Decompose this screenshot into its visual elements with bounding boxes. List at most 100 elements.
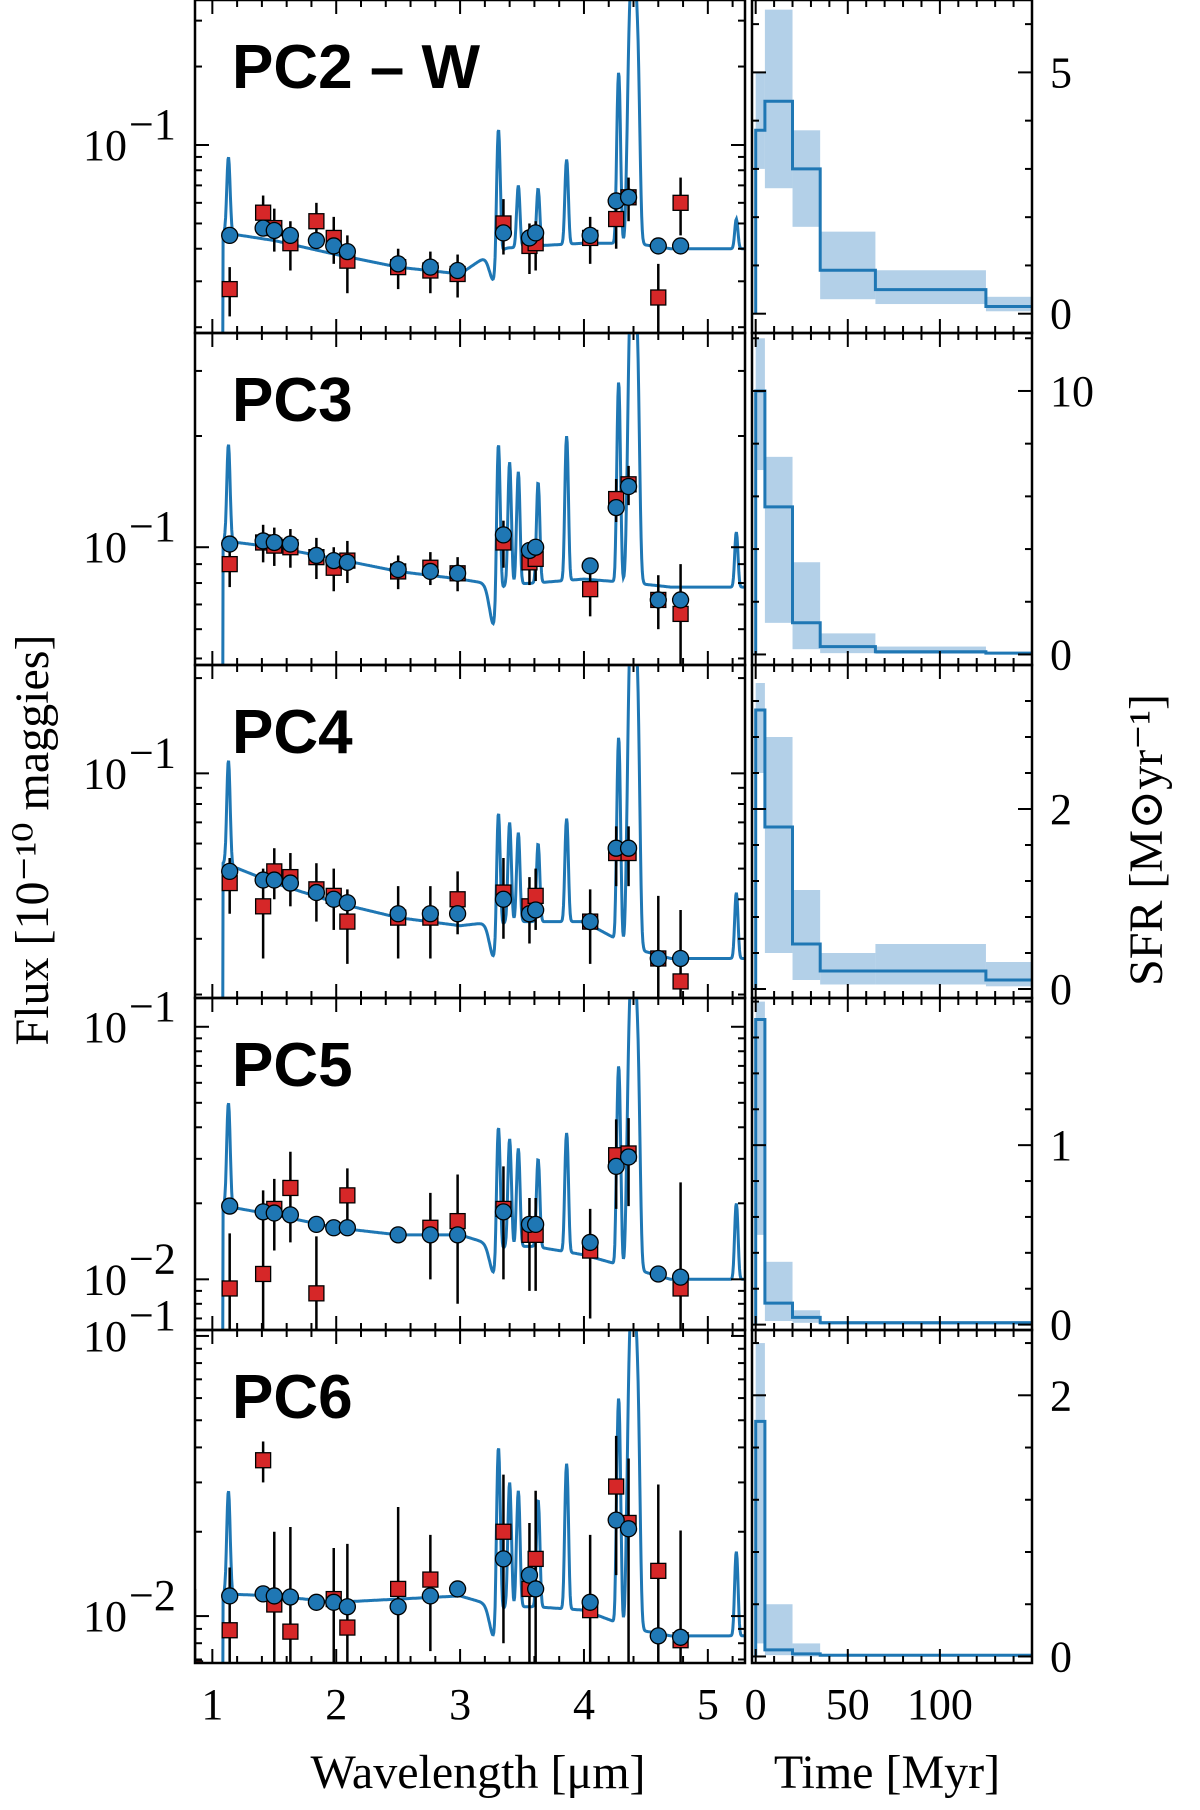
y-tick-label: 10 [83,1003,127,1052]
observed-flux-point [449,891,466,908]
sfr-tick-label: 1 [1050,1121,1072,1170]
sfr-uncertainty-band [755,338,765,471]
modeled-flux-point [527,1580,545,1598]
modeled-flux-point [494,1550,513,1568]
sed-plot-area [195,1330,745,1663]
y-tick-label-exponent: −2 [129,1234,176,1283]
observed-flux-point [527,887,544,905]
modeled-flux-point [649,237,667,255]
y-tick-label: 10 [83,1255,127,1304]
sfr-tick-label: 0 [1050,1301,1072,1350]
modeled-flux-point [338,1219,357,1237]
sed-plot-area [221,0,745,333]
observed-flux-point [527,1550,544,1568]
sfh-axes-frame [750,996,1034,1332]
observed-flux-point [672,605,689,623]
panel-pc2-w: 10 −1 0 5 PC2 – W [83,0,1072,339]
x-axis-label-wavelength: Wavelength [μm] [310,1746,645,1799]
observed-flux-point [672,973,689,990]
sfr-tick-label: 5 [1050,48,1072,97]
sfr-uncertainty-band [755,1001,765,1235]
sfr-tick-label: 0 [1050,1632,1072,1681]
y-tick-label-exponent: −1 [129,982,176,1031]
sfr-uncertainty-band [755,72,765,169]
observed-flux-point [254,1265,272,1283]
modeled-flux-point [221,226,239,245]
observed-flux-point [608,1478,625,1495]
observed-flux-point [282,1623,299,1640]
y-axis-label-sfr: SFR [M⊙yr⁻¹] [1120,694,1173,986]
modeled-flux-point [265,871,283,889]
panel-label: PC5 [232,1031,353,1100]
modeled-flux-point [649,949,667,968]
modeled-flux-point [581,1593,599,1611]
sfr-uncertainty-band [820,953,876,985]
modeled-flux-point [448,1226,467,1244]
x-tick-labels: 1 2 3 4 5 0 50 100 [201,1680,973,1729]
modeled-flux-point [389,560,407,579]
modeled-flux-point [389,1226,407,1244]
modeled-flux-point [421,258,440,276]
modeled-flux-point [581,1233,599,1252]
modeled-flux-point [448,564,467,582]
modeled-flux-point [527,1215,545,1234]
modeled-flux-point [307,1215,326,1234]
observed-flux-point [582,581,599,598]
modeled-flux-point [671,1628,690,1646]
wavelength-tick-label: 3 [449,1680,471,1729]
modeled-flux-point [619,188,638,206]
observed-flux-point [422,1571,439,1588]
sfr-uncertainty-band [755,683,765,773]
modeled-flux-point [389,1598,407,1616]
sfr-uncertainty-band [875,646,986,654]
sfr-history-line [754,99,1032,314]
sfr-uncertainty-band [985,962,1032,987]
sfh-plot-area [754,9,1032,314]
sfh-plot-area [754,683,1032,989]
modeled-flux-point [421,1587,440,1605]
y-tick-label-exponent: −2 [129,1571,176,1620]
modeled-flux-point [671,237,690,255]
modeled-flux-point [265,1204,283,1222]
modeled-flux-point [581,557,599,575]
panel-pc4: 10 −1 0 2 PC4 [83,663,1072,1014]
modeled-flux-point [307,546,326,565]
panel-label: PC2 – W [232,33,481,102]
modeled-flux-point [281,535,300,553]
sfr-uncertainty-band [792,130,821,227]
observed-flux-point [650,289,667,306]
sfr-uncertainty-band [764,737,793,953]
sfr-uncertainty-band [985,296,1032,312]
sfr-tick-label: 0 [1050,290,1072,339]
sfr-history-line [754,1018,1032,1325]
modeled-flux-point [649,1265,667,1283]
time-tick-label: 0 [745,1680,767,1729]
sed-plot-area [221,333,745,665]
sfr-uncertainty-band [764,1604,793,1656]
observed-flux-point [672,194,689,211]
modeled-flux-point [527,224,545,242]
sfr-uncertainty-band [755,1343,765,1644]
modeled-flux-point [389,255,407,273]
modeled-flux-point [581,912,599,931]
wavelength-tick-label: 2 [325,1680,347,1729]
modeled-flux-point [221,1197,239,1215]
sfr-uncertainty-band [820,231,876,300]
panel-label: PC4 [232,698,353,767]
panel-label: PC3 [232,366,353,435]
y-axis-label-flux: Flux [10⁻¹⁰ maggies] [6,635,59,1046]
observed-flux-point [339,1619,356,1636]
wavelength-tick-label: 4 [573,1680,595,1729]
observed-flux-point [308,213,325,230]
modeled-flux-point [619,477,638,496]
modeled-flux-point [607,1511,625,1529]
observed-flux-point [254,1452,272,1469]
sed-plot-area [221,665,745,998]
observed-flux-point [390,1580,407,1598]
y-tick-label-exponent: −1 [129,1291,176,1340]
sed-axes-frame [193,1328,747,1665]
observed-flux-point [339,913,356,930]
